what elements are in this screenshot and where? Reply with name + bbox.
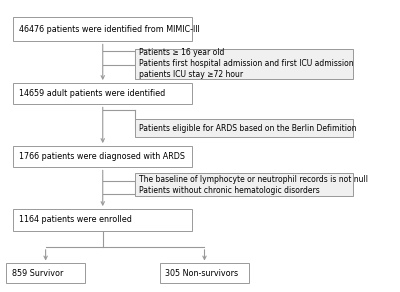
Text: Patients ≥ 16 year old
Patients first hospital admission and first ICU admission: Patients ≥ 16 year old Patients first ho… bbox=[139, 48, 354, 79]
FancyBboxPatch shape bbox=[14, 17, 192, 41]
FancyBboxPatch shape bbox=[14, 83, 192, 105]
Text: The baseline of lymphocyte or neutrophil records is not null
Patients without ch: The baseline of lymphocyte or neutrophil… bbox=[139, 175, 368, 195]
Text: 1766 patients were diagnosed with ARDS: 1766 patients were diagnosed with ARDS bbox=[19, 152, 185, 161]
FancyBboxPatch shape bbox=[160, 263, 249, 284]
Text: 46476 patients were identified from MIMIC-III: 46476 patients were identified from MIMI… bbox=[19, 25, 200, 34]
Text: 305 Non-survivors: 305 Non-survivors bbox=[165, 269, 238, 278]
FancyBboxPatch shape bbox=[135, 119, 353, 138]
FancyBboxPatch shape bbox=[135, 173, 353, 196]
Text: 859 Survivor: 859 Survivor bbox=[12, 269, 63, 278]
Text: Patients eligible for ARDS based on the Berlin Defimition: Patients eligible for ARDS based on the … bbox=[139, 124, 357, 133]
Text: 14659 adult patients were identified: 14659 adult patients were identified bbox=[19, 89, 165, 98]
FancyBboxPatch shape bbox=[14, 146, 192, 168]
FancyBboxPatch shape bbox=[135, 48, 353, 79]
FancyBboxPatch shape bbox=[6, 263, 85, 284]
FancyBboxPatch shape bbox=[14, 209, 192, 230]
Text: 1164 patients were enrolled: 1164 patients were enrolled bbox=[19, 215, 132, 224]
